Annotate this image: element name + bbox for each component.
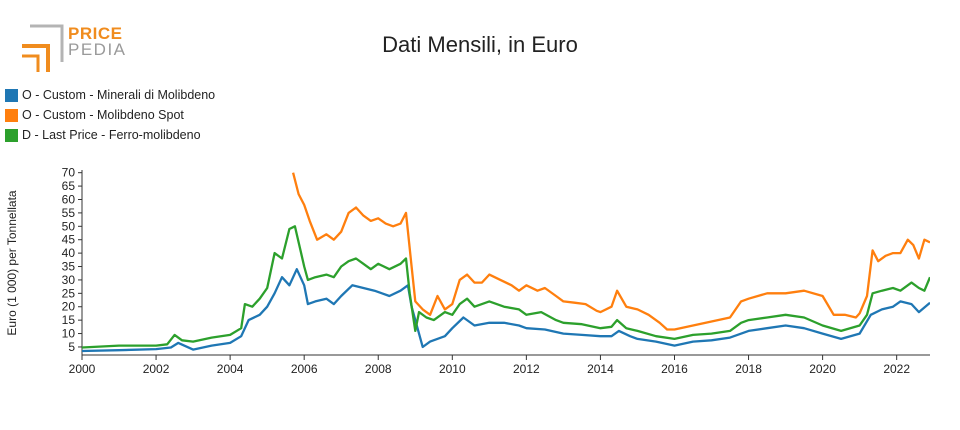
y-tick-label: 25 <box>62 286 76 300</box>
x-tick-label: 2020 <box>809 362 836 376</box>
y-tick-label: 5 <box>68 340 75 354</box>
x-tick-label: 2018 <box>735 362 762 376</box>
y-tick-label: 15 <box>62 313 76 327</box>
x-tick-label: 2022 <box>883 362 910 376</box>
x-tick-label: 2000 <box>69 362 96 376</box>
y-axis-label: Euro (1 000) per Tonnellata <box>5 190 19 336</box>
x-tick-label: 2012 <box>513 362 540 376</box>
y-tick-label: 50 <box>62 219 76 233</box>
logo-word-price: PRICE <box>68 24 123 43</box>
x-tick-label: 2002 <box>143 362 170 376</box>
legend: O - Custom - Minerali di Molibdeno O - C… <box>5 85 215 145</box>
y-tick-label: 65 <box>62 179 76 193</box>
y-tick-label: 20 <box>62 300 76 314</box>
x-tick-label: 2014 <box>587 362 614 376</box>
pricepedia-logo: PRICE PEDIA <box>18 24 128 74</box>
x-tick-label: 2008 <box>365 362 392 376</box>
legend-swatch-orange <box>5 108 18 122</box>
y-tick-label: 35 <box>62 260 76 274</box>
y-tick-label: 45 <box>62 233 76 247</box>
y-tick-label: 30 <box>62 273 76 287</box>
x-tick-label: 2006 <box>291 362 318 376</box>
legend-label: O - Custom - Molibdeno Spot <box>22 108 184 122</box>
y-tick-label: 60 <box>62 192 76 206</box>
y-tick-label: 70 <box>62 166 76 180</box>
series-lines <box>82 172 930 353</box>
series-line-minerali[interactable] <box>82 268 930 353</box>
chart-title: Dati Mensili, in Euro <box>382 32 578 57</box>
series-line-ferro[interactable] <box>82 225 930 349</box>
y-tick-label: 10 <box>62 327 76 341</box>
y-tick-label: 55 <box>62 206 76 220</box>
logo-word-pedia: PEDIA <box>68 40 127 59</box>
x-axis: 2000 2002 2004 2006 2008 2010 2012 2014 2016 2018… <box>69 354 930 376</box>
series-line-spot[interactable] <box>291 172 930 331</box>
legend-label: D - Last Price - Ferro-molibdeno <box>22 128 201 142</box>
legend-swatch-blue <box>5 88 18 102</box>
x-tick-label: 2010 <box>439 362 466 376</box>
legend-swatch-green <box>5 128 18 142</box>
x-tick-label: 2016 <box>661 362 688 376</box>
y-tick-label: 40 <box>62 246 76 260</box>
x-tick-label: 2004 <box>217 362 244 376</box>
legend-item-minerali[interactable]: O - Custom - Minerali di Molibdeno <box>5 85 215 105</box>
logo-mark-icon <box>22 24 64 72</box>
legend-item-spot[interactable]: O - Custom - Molibdeno Spot <box>5 105 215 125</box>
legend-item-ferro[interactable]: D - Last Price - Ferro-molibdeno <box>5 125 215 145</box>
legend-label: O - Custom - Minerali di Molibdeno <box>22 88 216 102</box>
